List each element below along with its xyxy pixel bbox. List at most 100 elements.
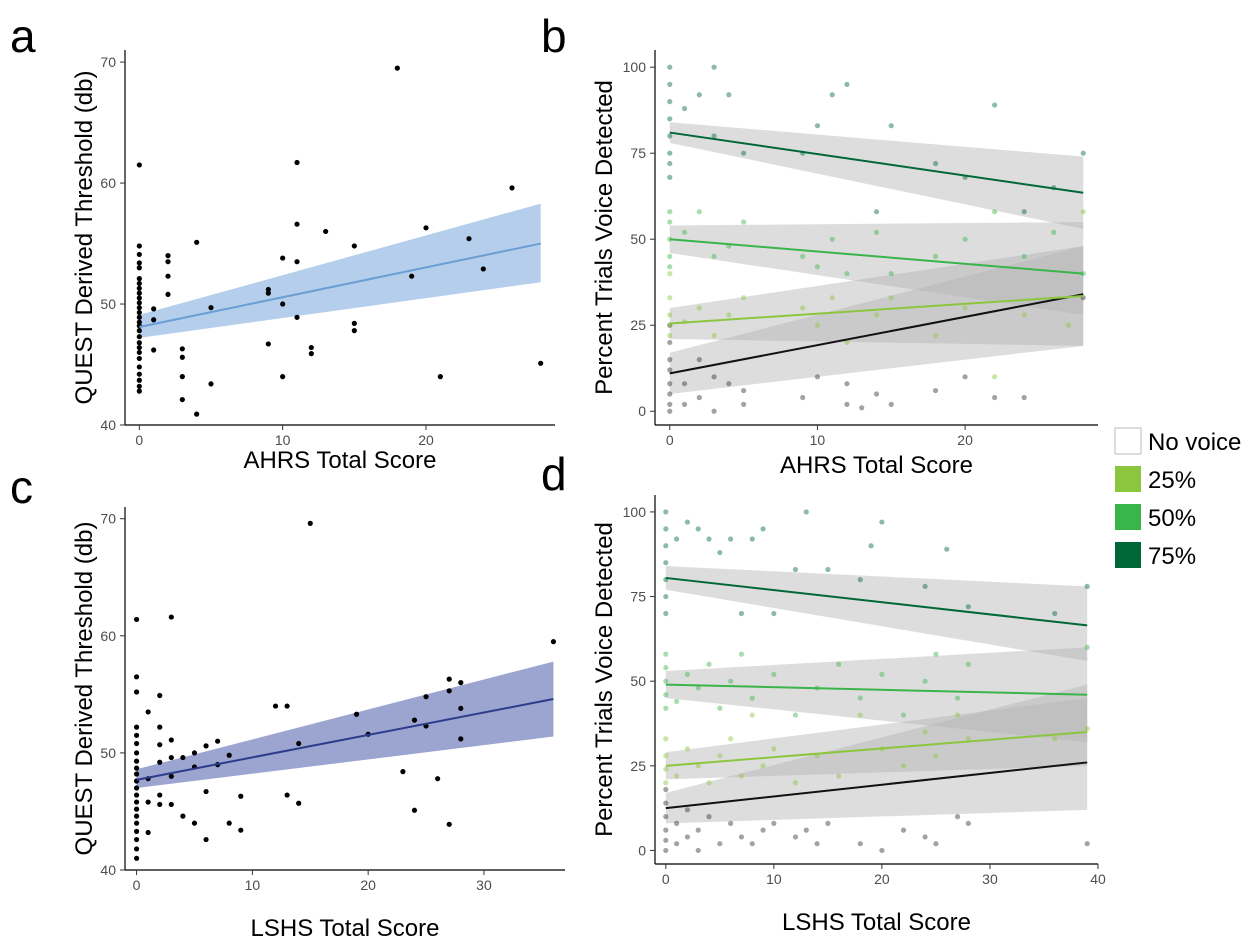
regression-line-b-3 xyxy=(669,131,1084,194)
data-point-d-0 xyxy=(663,837,669,843)
data-point-b-2 xyxy=(667,209,673,215)
data-point-d-2 xyxy=(684,671,691,678)
data-point-b-3 xyxy=(667,116,673,122)
data-point-d-1 xyxy=(792,780,799,786)
x-tick-label-b: 20 xyxy=(957,432,973,448)
data-point-b-1 xyxy=(844,339,850,346)
data-point-a xyxy=(151,347,157,353)
data-point-c xyxy=(133,724,140,730)
y-tick-label-d: 100 xyxy=(623,504,647,520)
data-point-a xyxy=(165,273,171,279)
ci-band-b-0 xyxy=(669,246,1084,395)
data-point-d-1 xyxy=(663,736,669,742)
data-point-a xyxy=(136,388,142,394)
x-tick-label-c: 0 xyxy=(133,877,141,893)
data-point-d-1 xyxy=(954,712,961,718)
data-point-a xyxy=(208,305,214,311)
ci-band-d-0 xyxy=(665,684,1088,824)
data-point-d-3 xyxy=(663,593,669,600)
data-point-c xyxy=(168,754,174,761)
data-point-d-3 xyxy=(879,519,885,525)
data-point-b-3 xyxy=(711,133,717,139)
data-point-d-3 xyxy=(771,610,777,617)
x-tick-label-a: 0 xyxy=(135,432,143,448)
data-point-c xyxy=(296,800,302,806)
data-point-d-1 xyxy=(684,746,691,752)
y-tick-label-c: 70 xyxy=(100,511,116,527)
y-tick-label-c: 40 xyxy=(100,862,116,878)
data-point-c xyxy=(145,829,151,836)
data-point-b-2 xyxy=(711,253,717,260)
data-point-b-0 xyxy=(814,374,821,380)
data-point-d-2 xyxy=(663,692,669,698)
data-point-a xyxy=(136,305,142,311)
panel-letter-a: a xyxy=(10,10,36,62)
data-point-a xyxy=(308,344,314,351)
ci-band-d-3 xyxy=(665,566,1088,661)
data-point-a xyxy=(136,383,142,389)
y-axis-title-d: Percent Trials Voice Detected xyxy=(591,522,618,837)
data-point-b-0 xyxy=(711,408,717,414)
data-point-b-0 xyxy=(726,381,732,387)
data-point-d-1 xyxy=(965,736,971,742)
data-point-c xyxy=(145,709,151,715)
data-point-a xyxy=(136,280,142,287)
data-point-a xyxy=(394,65,400,71)
data-point-d-3 xyxy=(663,526,669,532)
data-point-c xyxy=(423,694,429,700)
data-point-c xyxy=(272,703,279,709)
data-point-c xyxy=(284,792,290,798)
data-point-d-2 xyxy=(749,695,755,701)
x-tick-label-a: 10 xyxy=(275,432,291,448)
data-point-b-2 xyxy=(873,229,880,235)
data-point-d-3 xyxy=(922,583,928,590)
data-point-d-0 xyxy=(814,841,820,847)
data-point-a xyxy=(136,309,142,316)
data-point-a xyxy=(294,159,300,166)
data-point-b-2 xyxy=(681,229,688,235)
data-point-a xyxy=(179,354,185,360)
data-point-b-1 xyxy=(873,312,880,318)
data-point-d-0 xyxy=(674,820,680,826)
data-point-b-0 xyxy=(667,357,673,363)
data-point-c xyxy=(133,758,140,764)
legend-label-0: No voice xyxy=(1148,429,1241,456)
y-tick-label-d: 25 xyxy=(630,758,646,774)
data-point-d-2 xyxy=(663,678,669,684)
data-point-d-1 xyxy=(738,773,745,779)
data-point-b-0 xyxy=(681,381,688,387)
data-point-c xyxy=(133,836,140,843)
data-point-b-0 xyxy=(667,401,673,407)
data-point-b-1 xyxy=(932,332,939,339)
data-point-b-0 xyxy=(1021,394,1027,401)
data-point-d-3 xyxy=(760,526,766,532)
y-tick-label-d: 50 xyxy=(630,673,646,689)
y-tick-label-a: 60 xyxy=(100,175,116,191)
data-point-a xyxy=(151,317,157,323)
legend-label-1: 25% xyxy=(1148,467,1196,494)
data-point-c xyxy=(353,711,360,717)
data-point-b-1 xyxy=(667,271,673,277)
ci-band-c xyxy=(136,661,554,789)
data-point-d-0 xyxy=(900,827,907,833)
data-point-d-2 xyxy=(954,695,961,701)
data-point-b-1 xyxy=(888,295,894,301)
data-point-b-0 xyxy=(932,387,939,394)
y-tick-label-b: 50 xyxy=(630,231,646,247)
data-point-a xyxy=(509,185,515,191)
data-point-d-3 xyxy=(825,566,831,573)
data-point-d-1 xyxy=(717,753,723,759)
data-point-a xyxy=(136,260,142,266)
data-point-c xyxy=(458,736,464,742)
regression-line-b-1 xyxy=(669,294,1084,325)
data-point-a xyxy=(208,381,214,387)
data-point-b-2 xyxy=(741,219,747,225)
data-point-d-2 xyxy=(695,685,701,691)
data-point-b-1 xyxy=(696,305,702,311)
legend-swatch-1 xyxy=(1115,466,1141,492)
data-point-c xyxy=(133,828,140,834)
data-point-b-3 xyxy=(992,102,998,108)
data-point-d-0 xyxy=(954,814,961,820)
regression-line-b-0 xyxy=(669,293,1084,375)
ci-band-b-1 xyxy=(669,246,1084,346)
